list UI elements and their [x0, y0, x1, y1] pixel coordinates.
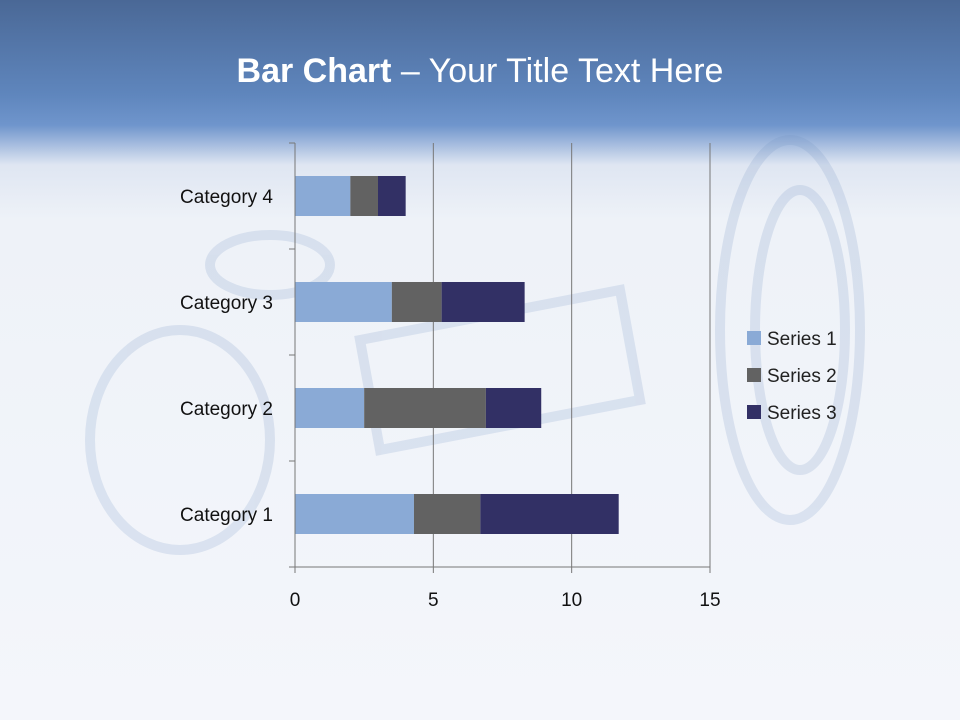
bar-segment: [350, 176, 378, 216]
category-label: Category 4: [180, 187, 273, 208]
bar-segment: [391, 282, 442, 322]
bar-segment: [295, 494, 414, 534]
legend-swatch: [747, 405, 761, 419]
bar-segment: [441, 282, 525, 322]
bar-segment: [378, 176, 406, 216]
x-tick-label: 0: [290, 590, 301, 611]
bar-segment: [480, 494, 619, 534]
legend-label: Series 2: [767, 366, 837, 387]
legend-label: Series 3: [767, 403, 837, 424]
category-label: Category 1: [180, 505, 273, 526]
x-tick-label: 15: [699, 590, 720, 611]
legend-swatch: [747, 331, 761, 345]
bar-segment: [295, 176, 351, 216]
legend-label: Series 1: [767, 329, 837, 350]
legend-swatch: [747, 368, 761, 382]
bar-segment: [295, 282, 392, 322]
bar-segment: [295, 388, 365, 428]
bar-segment: [485, 388, 542, 428]
bar-segment: [413, 494, 481, 534]
bar-segment: [364, 388, 486, 428]
x-tick-label: 5: [428, 590, 439, 611]
x-tick-label: 10: [561, 590, 582, 611]
category-label: Category 3: [180, 293, 273, 314]
category-label: Category 2: [180, 399, 273, 420]
slide-title: Bar Chart – Your Title Text Here: [236, 52, 724, 90]
